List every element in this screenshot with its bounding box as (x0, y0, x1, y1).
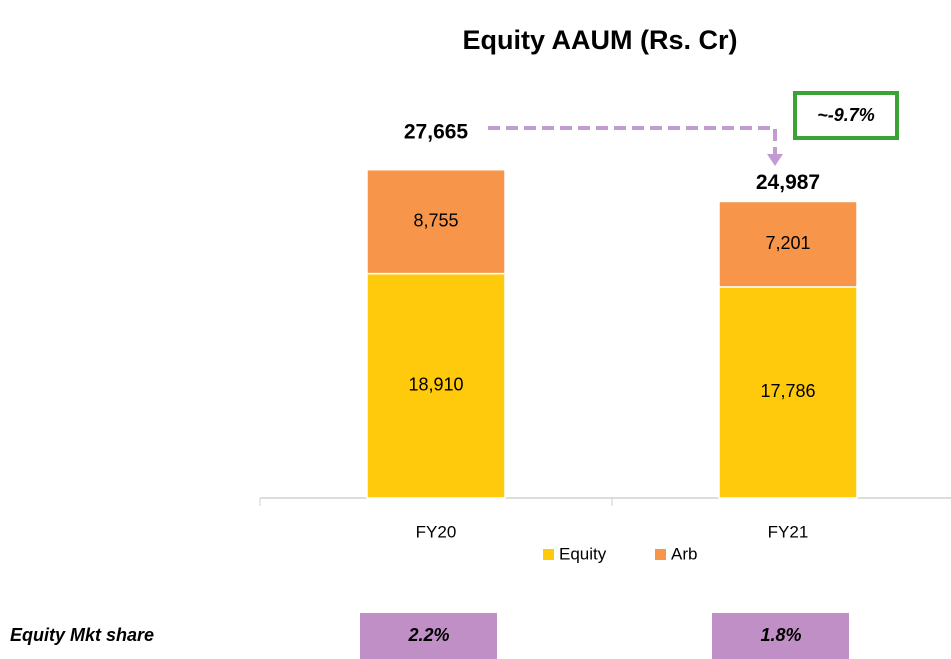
x-tick-label: FY20 (416, 522, 457, 541)
value-label: 7,201 (765, 233, 810, 253)
market-share-box (712, 613, 849, 659)
change-arrow (488, 126, 777, 156)
legend-swatch (543, 549, 554, 560)
market-share-value: 1.8% (760, 625, 801, 645)
bar-segment (366, 168, 506, 275)
arrow-head (767, 154, 783, 166)
annotation: ~-9.7% (817, 105, 875, 125)
value-label: 8,755 (413, 210, 458, 230)
legend-swatch (655, 549, 666, 560)
total-label: 27,665 (404, 120, 469, 143)
market-share-box (360, 613, 497, 659)
market-share-label: Equity Mkt share (10, 625, 154, 645)
bar-segment (718, 200, 858, 288)
annotation-box (793, 91, 899, 140)
x-tick-label: FY21 (768, 522, 809, 541)
value-label: 17,786 (760, 381, 815, 401)
legend-label: Arb (671, 544, 697, 563)
total-label: 24,987 (756, 171, 820, 194)
value-label: 18,910 (408, 375, 463, 395)
legend-label: Equity (559, 544, 607, 563)
chart-title: Equity AAUM (Rs. Cr) (463, 25, 738, 55)
market-share-value: 2.2% (407, 625, 449, 645)
